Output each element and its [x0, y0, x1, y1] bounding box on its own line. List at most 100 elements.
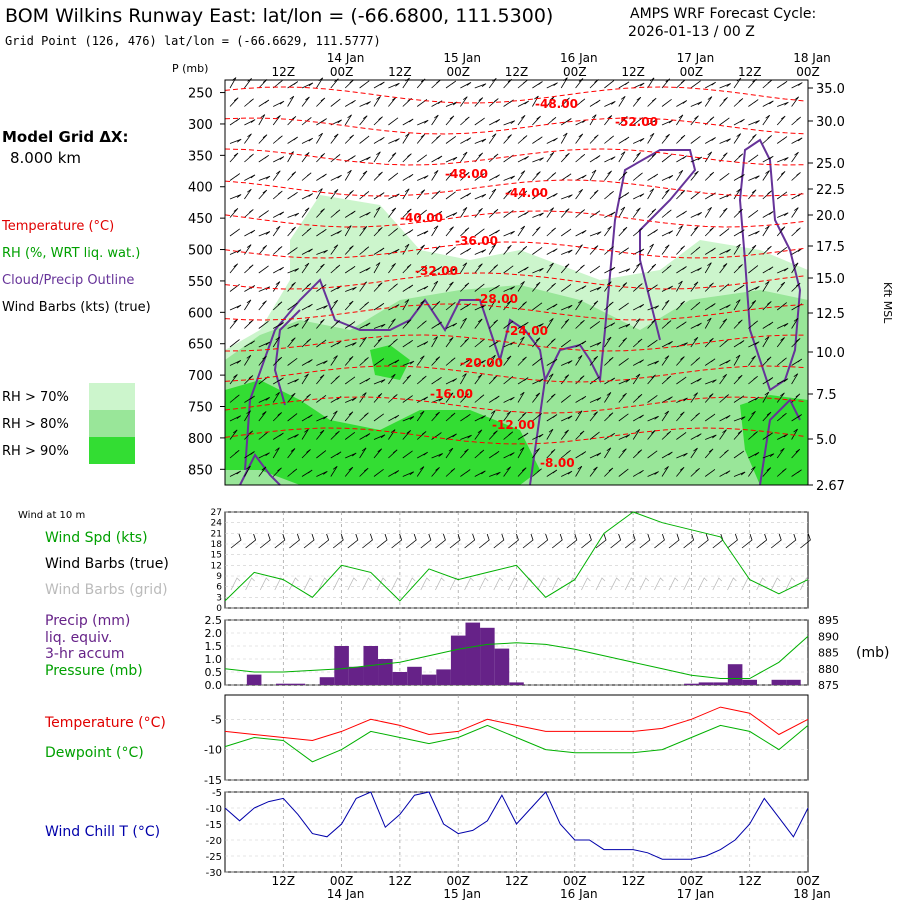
bottom-hour-label: 12Z — [272, 874, 296, 888]
wind-barb — [460, 116, 470, 126]
temperature-contour-label: -52.00 — [615, 115, 658, 129]
wind-barb — [719, 415, 731, 422]
wind-barb — [344, 155, 356, 163]
wind-barb — [373, 96, 381, 107]
pressure-axis-label: P (mb) — [172, 62, 208, 75]
wind-barb-true — [289, 533, 300, 549]
wind-barb — [546, 248, 558, 255]
wind-barb — [417, 175, 429, 181]
wind-barb-grid — [581, 577, 591, 591]
bottom-hour-label: 00Z — [796, 874, 820, 888]
legend-rh70-swatch — [89, 383, 135, 410]
wind-barb-true — [435, 533, 446, 549]
wind-barb — [344, 321, 356, 329]
wind-barb-true — [770, 533, 782, 549]
wind-barb — [575, 174, 587, 181]
wind-barb — [373, 282, 383, 292]
wind-barb — [301, 303, 313, 311]
wind-barb — [690, 378, 702, 385]
wind-barb — [330, 174, 342, 181]
wind-barb — [258, 79, 268, 89]
wind-barb-true — [800, 533, 811, 549]
wind-barb — [575, 375, 585, 385]
wind-barb — [647, 415, 659, 422]
height-tick-label: 30.0 — [816, 115, 845, 130]
wind-barb — [330, 98, 341, 107]
wind-barb — [359, 170, 368, 181]
wind-barb — [532, 413, 542, 422]
wind-barb — [647, 229, 658, 237]
pressure-tick-label: 800 — [188, 432, 213, 447]
wind-barb — [229, 228, 240, 237]
temperature-contour-label: -48.00 — [445, 167, 488, 181]
wind-barb — [474, 97, 484, 107]
wind-barb — [676, 225, 683, 237]
wind-barb — [316, 208, 325, 218]
wind-barb — [388, 394, 398, 403]
legend-rh: RH (%, WRT liq. wat.) — [2, 246, 140, 261]
wind-barb — [690, 212, 702, 218]
windchill-tick-label: -30 — [206, 868, 222, 879]
wind-barb — [431, 467, 440, 477]
wind-barb — [676, 466, 685, 477]
wind-barb — [330, 410, 338, 422]
wind-barb — [647, 188, 655, 200]
bottom-hour-label: 12Z — [505, 874, 529, 888]
wind-barb — [791, 96, 800, 107]
wind-barb — [344, 356, 354, 366]
wind-barb — [546, 172, 557, 181]
wind-barb-grid — [697, 577, 708, 591]
wind-barb — [647, 263, 657, 274]
wind-barb — [690, 101, 703, 107]
wind-barb — [546, 151, 555, 163]
wind-barb — [445, 357, 456, 366]
wind-barb — [546, 469, 558, 477]
wind-barb — [316, 429, 325, 440]
wind-barb — [647, 173, 659, 181]
wind-barb — [633, 248, 645, 255]
wind-barb — [402, 430, 412, 440]
wind-barb — [676, 411, 685, 422]
wind-barb — [445, 136, 456, 144]
wind-barb — [733, 264, 743, 274]
wind-barb — [560, 97, 570, 107]
wind-barb — [704, 116, 715, 126]
wind-barb — [618, 81, 630, 89]
wind-barb — [776, 281, 786, 292]
wind-barb — [345, 342, 357, 348]
wind-barb — [460, 282, 470, 292]
pressure-tick-label: 500 — [188, 244, 213, 259]
wind-barb — [244, 264, 254, 274]
wind-barb — [258, 134, 268, 144]
pressure-tick-label: 450 — [188, 212, 213, 227]
wind-barb — [661, 396, 673, 403]
wind-barb — [359, 412, 369, 422]
wind-barb — [777, 101, 789, 107]
wind-barb — [560, 429, 569, 440]
wind-barb — [719, 83, 731, 89]
wind-barb — [273, 322, 284, 329]
wind-barb — [791, 82, 803, 89]
wind-barb — [229, 470, 241, 477]
forecast-cycle-value: 2026-01-13 / 00 Z — [628, 24, 755, 40]
wind-barb — [229, 449, 240, 459]
wind-barb — [388, 207, 397, 218]
wind-barb — [316, 97, 326, 107]
wind-barb — [330, 154, 341, 163]
wind-barb — [791, 414, 802, 422]
precip-bar — [290, 683, 306, 685]
wind-barb — [272, 391, 280, 403]
precip-bar — [494, 648, 510, 685]
cross-section-panel: P (mb) Kft MSL -52.00 -48.00 -48.00 -44.00 -… — [172, 62, 894, 494]
pressure-tick-label: 350 — [188, 149, 213, 164]
wind-barb — [604, 156, 616, 163]
temperature-contour-label: -16.00 — [430, 387, 473, 401]
wind-barb — [517, 266, 529, 274]
wind-barb — [676, 266, 687, 274]
wind-barb — [618, 323, 631, 329]
wind-barb — [431, 155, 443, 163]
wind-barb — [445, 156, 458, 163]
wind-barb — [719, 138, 731, 144]
wind-barb — [647, 284, 658, 292]
wind-barb — [273, 211, 285, 218]
